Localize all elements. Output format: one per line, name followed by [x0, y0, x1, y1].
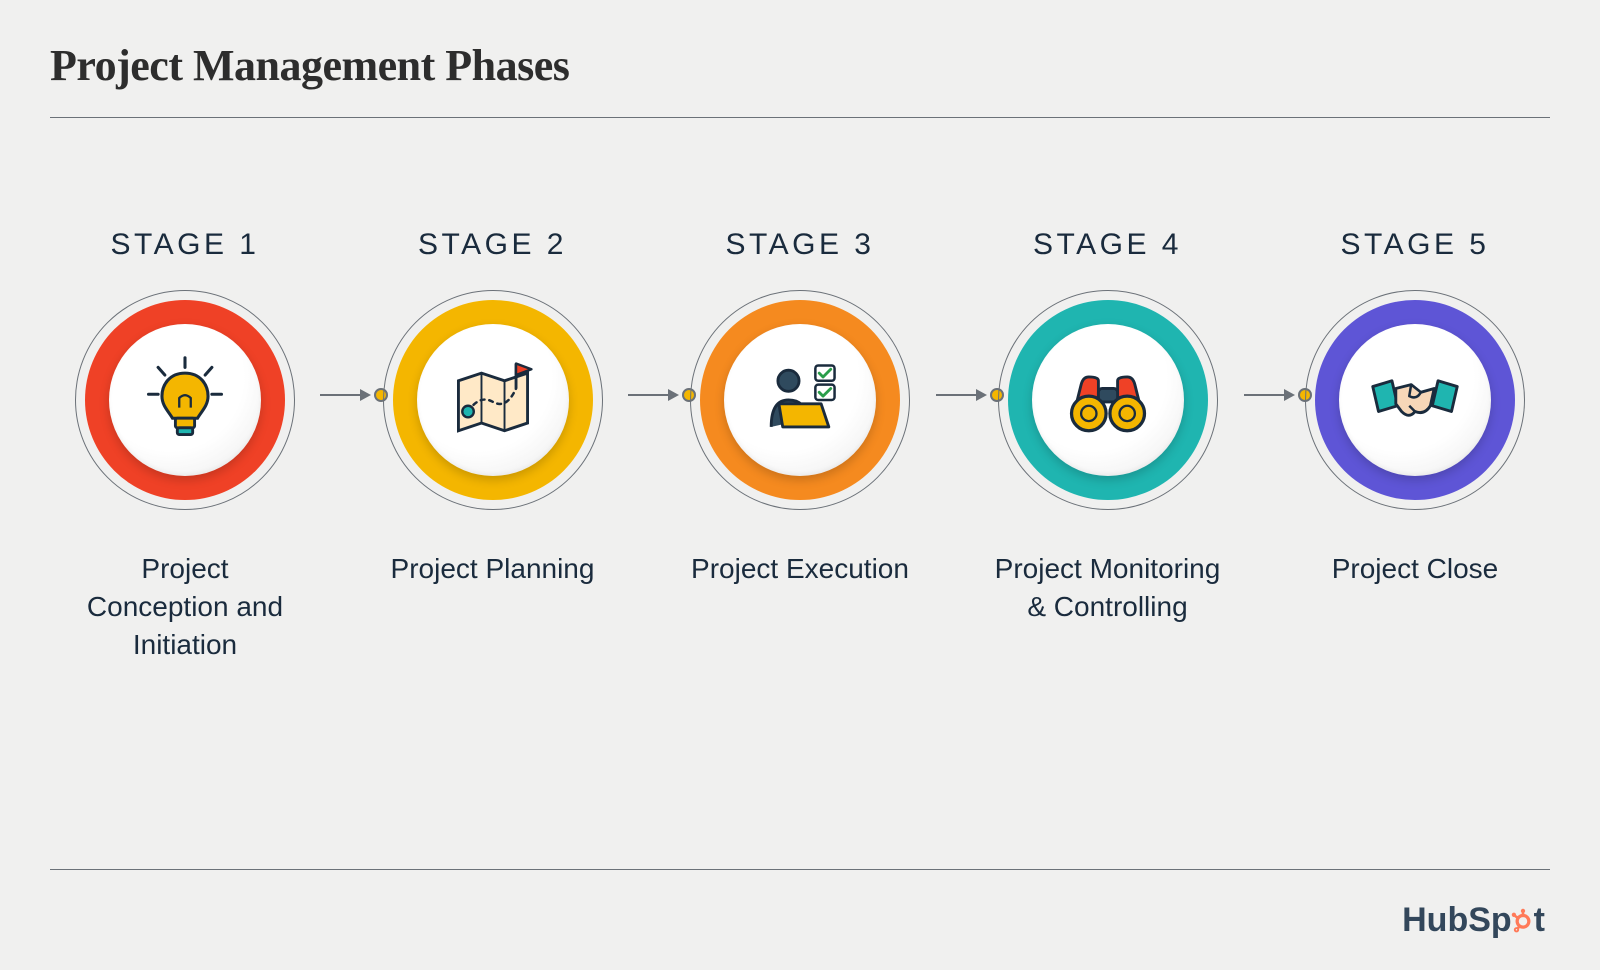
divider-bottom — [50, 869, 1550, 870]
sprocket-icon — [1510, 907, 1536, 933]
divider-top — [50, 117, 1550, 118]
stage-3-desc: Project Execution — [691, 550, 909, 588]
stage-1-label: STAGE 1 — [111, 228, 260, 262]
connector-1 — [320, 394, 388, 396]
stage-2-label: STAGE 2 — [418, 228, 567, 262]
logo-text-hub: HubSp — [1402, 901, 1512, 940]
stage-2-circle — [383, 290, 603, 510]
binoculars-icon — [1032, 324, 1184, 476]
stage-2-desc: Project Planning — [391, 550, 595, 588]
stage-4-desc: Project Monitoring & Controlling — [993, 550, 1223, 626]
hubspot-logo: HubSp t — [1402, 901, 1545, 940]
connector-3 — [936, 394, 1004, 396]
stage-1: STAGE 1 P — [60, 228, 310, 663]
stage-2: STAGE 2 Project Planning — [368, 228, 618, 588]
stage-3-label: STAGE 3 — [726, 228, 875, 262]
stage-1-desc: Project Conception and Initiation — [70, 550, 300, 663]
stage-5-circle — [1305, 290, 1525, 510]
handshake-icon — [1339, 324, 1491, 476]
map-icon — [417, 324, 569, 476]
stages-row: STAGE 1 P — [50, 228, 1550, 663]
stage-4: STAGE 4 Project Monitoring & Controlling — [983, 228, 1233, 626]
connector-4 — [1244, 394, 1312, 396]
page-title: Project Management Phases — [50, 40, 1550, 91]
stage-4-label: STAGE 4 — [1033, 228, 1182, 262]
stage-4-circle — [998, 290, 1218, 510]
stage-5-label: STAGE 5 — [1341, 228, 1490, 262]
lightbulb-icon — [109, 324, 261, 476]
stage-5-desc: Project Close — [1332, 550, 1499, 588]
stage-5: STAGE 5 Project Close — [1290, 228, 1540, 588]
stage-3: STAGE 3 Project Execution — [675, 228, 925, 588]
person-laptop-icon — [724, 324, 876, 476]
connector-2 — [628, 394, 696, 396]
stage-1-circle — [75, 290, 295, 510]
stage-3-circle — [690, 290, 910, 510]
